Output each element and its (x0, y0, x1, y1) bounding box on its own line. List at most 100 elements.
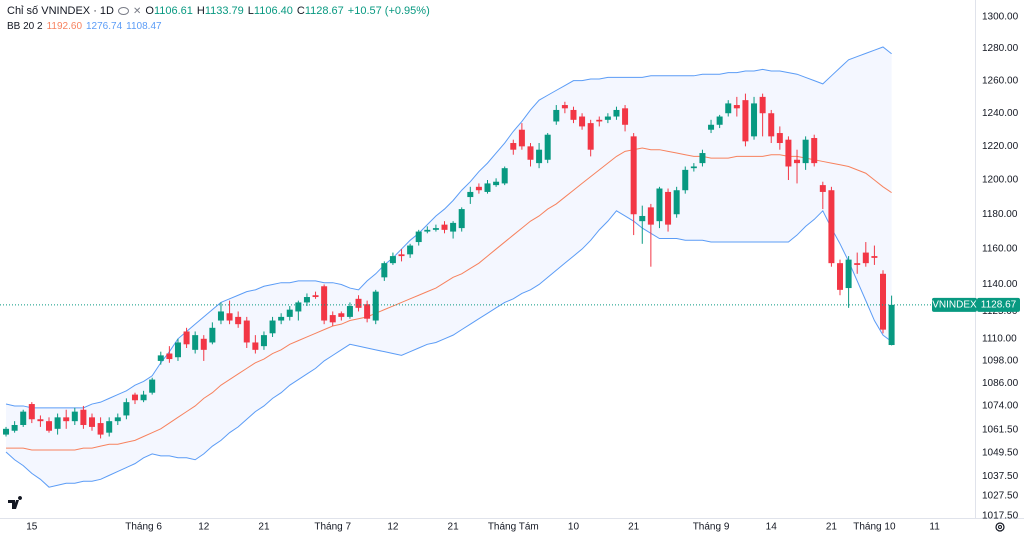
candle-body (28, 404, 35, 420)
candle-body (458, 209, 465, 229)
candle-body (871, 256, 878, 258)
x-tick-label: Tháng 7 (314, 522, 351, 533)
bb-label: BB 20 2 (7, 21, 43, 32)
y-tick-label: 1074.00 (982, 401, 1019, 412)
candle-body (97, 423, 104, 435)
candle-body (768, 113, 775, 137)
candle-body (278, 316, 285, 321)
candle-body (785, 139, 792, 167)
x-tick-label: 10 (568, 522, 580, 533)
candle-body (243, 320, 250, 343)
ohlc-label: H (196, 5, 205, 17)
candle-body (647, 207, 654, 225)
candle-body (381, 263, 388, 278)
candle-body (527, 146, 534, 160)
candle-body (80, 409, 87, 425)
candle-body (673, 190, 680, 215)
x-tick-label: 14 (766, 522, 778, 533)
candle-body (501, 168, 508, 184)
candle-body (157, 355, 164, 361)
candle-body (389, 256, 396, 264)
x-tick-label: Tháng Tám (488, 522, 539, 533)
x-tick-label: 21 (258, 522, 270, 533)
ohlc-label: C (296, 5, 305, 17)
x-tick-label: Tháng 9 (693, 522, 730, 533)
bb-legend: BB 20 2 1192.60 1276.74 1108.47 (7, 21, 162, 32)
symbol-tag: VNINDEX (932, 299, 977, 310)
candle-body (372, 291, 379, 321)
x-tick-label: 12 (387, 522, 399, 533)
bb-upper: 1276.74 (86, 21, 123, 32)
bb-basis: 1192.60 (46, 21, 82, 32)
y-tick-label: 1280.00 (982, 43, 1019, 54)
candle-body (493, 181, 500, 186)
y-tick-label: 1110.00 (982, 333, 1017, 344)
change: +10.57 (+0.95%) (347, 5, 430, 17)
y-tick-label: 1017.50 (982, 511, 1019, 522)
y-tick-label: 1300.00 (982, 12, 1019, 23)
candle-body (166, 353, 173, 360)
candle-body (475, 186, 482, 191)
candle-body (733, 105, 740, 109)
candle-body (312, 295, 319, 298)
candle-body (46, 421, 53, 431)
candle-body (20, 411, 27, 425)
candle-body (355, 298, 362, 308)
candle-body (604, 116, 611, 120)
candle-body (518, 129, 525, 147)
candle-body (106, 421, 113, 433)
candle-body (303, 297, 310, 303)
candle-body (123, 402, 130, 416)
candle-body (441, 224, 448, 230)
eye-icon[interactable] (117, 7, 129, 15)
y-tick-label: 1140.00 (982, 279, 1018, 290)
bb-basis (6, 147, 892, 451)
candle-body (690, 166, 697, 169)
price-tag: 1128.67 (981, 299, 1017, 310)
price-tag-bg (977, 297, 1020, 312)
ohlc: O1106.61 H1133.79 L1106.40 C1128.67 (145, 5, 343, 17)
candle-body (346, 306, 353, 317)
candle-body (338, 313, 345, 317)
candle-body (286, 309, 293, 317)
candle-body (71, 411, 78, 422)
x-tick-label: 12 (198, 522, 210, 533)
plot (0, 46, 975, 488)
candle-body (656, 188, 663, 222)
candle-body (398, 254, 405, 257)
candle-body (11, 424, 18, 431)
candle-body (553, 109, 560, 122)
candle-body (880, 273, 887, 330)
candle-body (854, 263, 861, 265)
candle-body (888, 304, 895, 346)
candle-body (742, 100, 749, 142)
candle-body (699, 153, 706, 164)
candle-body (235, 316, 242, 325)
bb-lower: 1108.47 (126, 21, 162, 32)
x-tick-label: Tháng 10 (853, 522, 896, 533)
candle-body (819, 185, 826, 192)
x-tick-label: 11 (929, 522, 940, 533)
y-tick-label: 1098.00 (982, 356, 1019, 367)
bb-fill (6, 46, 892, 488)
candle-body (3, 428, 10, 435)
candle-body (751, 103, 758, 137)
y-tick-label: 1086.00 (982, 378, 1019, 389)
candle-body (329, 315, 336, 323)
candle-body (269, 320, 276, 334)
x-tick-label: 21 (628, 522, 640, 533)
candle-body (776, 133, 783, 144)
candle-body (725, 103, 732, 114)
candle-body (811, 138, 818, 164)
settings-icon[interactable] (995, 522, 1005, 532)
candle-body (794, 159, 801, 164)
close-icon[interactable]: ✕ (132, 5, 142, 17)
candle-body (596, 119, 603, 122)
candle-body (639, 215, 646, 222)
candle-body (63, 417, 70, 422)
candle-body (837, 263, 844, 290)
candle-body (579, 116, 586, 127)
candle-body (630, 136, 637, 215)
candle-body (114, 417, 121, 422)
